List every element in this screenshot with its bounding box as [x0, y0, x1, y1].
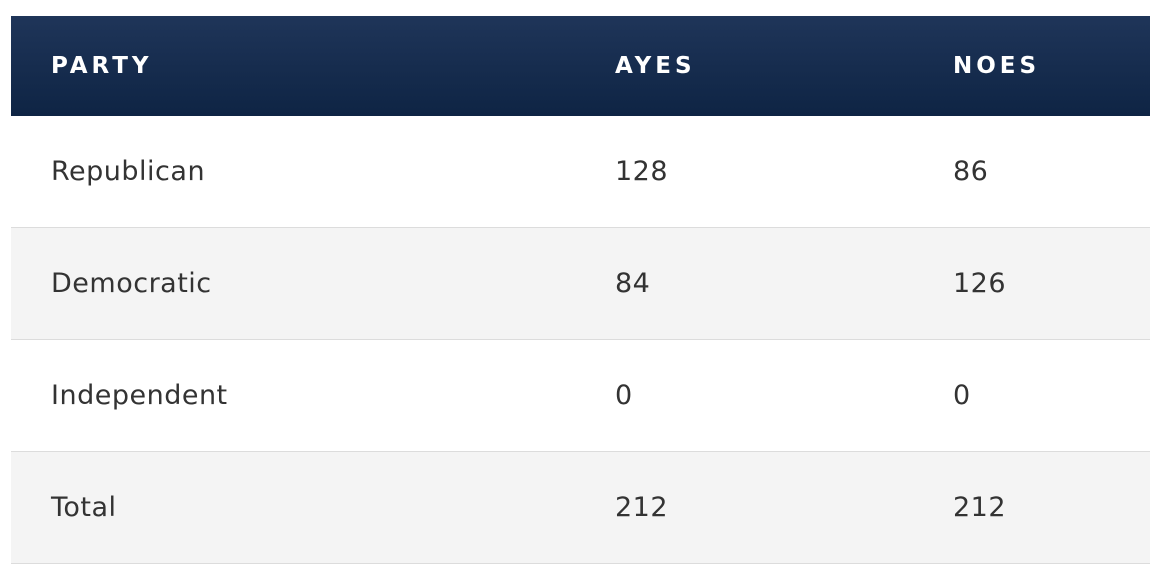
count-cell: 0 [953, 380, 971, 411]
count-cell: 212 [615, 492, 669, 523]
party-cell: Total [51, 492, 117, 523]
party-cell: Independent [51, 380, 228, 411]
count-cell: 212 [953, 492, 1007, 523]
vote-table: PARTY AYES NOES Republican 128 86 Democrati… [11, 16, 1150, 564]
header-cell: AYES [615, 53, 696, 79]
table-row: Independent 0 0 [11, 340, 1150, 452]
count-cell: 84 [615, 268, 651, 299]
table-row: Democratic 84 126 [11, 228, 1150, 340]
count-cell: 86 [953, 156, 989, 187]
table-header: PARTY AYES NOES [11, 16, 1150, 116]
header-cell: PARTY [51, 53, 153, 79]
count-cell: 0 [615, 380, 633, 411]
table-row: Total 212 212 [11, 452, 1150, 564]
table-row: Republican 128 86 [11, 116, 1150, 228]
count-cell: 128 [615, 156, 669, 187]
party-cell: Republican [51, 156, 206, 187]
header-cell: NOES [953, 53, 1041, 79]
party-cell: Democratic [51, 268, 212, 299]
count-cell: 126 [953, 268, 1007, 299]
